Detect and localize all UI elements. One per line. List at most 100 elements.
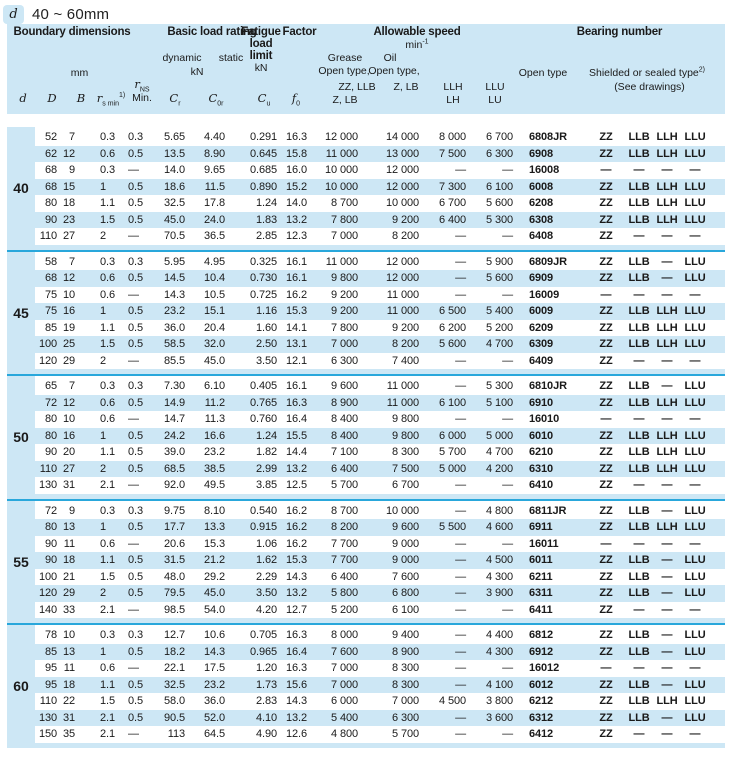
cell-C0r: 23.2 (203, 678, 225, 691)
cell-rns-min: — (128, 662, 139, 675)
d-symbol: d (9, 6, 18, 22)
cell-C0r: 14.3 (203, 645, 225, 658)
cell-Cu: 2.85 (255, 230, 277, 243)
header-open-type-bearing: Open type (518, 67, 568, 79)
cell-speed-grease: 7 700 (330, 554, 358, 567)
cell-seal-llu: LLU (684, 197, 706, 210)
cell-Cu: 0.405 (249, 380, 277, 393)
cell-seal-llu: — (689, 662, 701, 675)
cell-Cu: 1.16 (255, 305, 277, 318)
cell-bearing-number: 16012 (529, 662, 560, 675)
cell-speed-llu: 6 700 (485, 131, 513, 144)
cell-seal-zz: ZZ (599, 396, 613, 409)
cell-seal-zz: — (600, 288, 612, 301)
cell-speed-grease: 6 400 (330, 462, 358, 475)
bearing-row: 130 31 2.1 0.5 90.5 52.0 4.10 13.2 5 400 6 300 — 3 … (35, 709, 725, 726)
cell-speed-oil: 9 600 (391, 521, 419, 534)
header-static: static (218, 52, 244, 64)
cell-rns-min: 0.3 (128, 380, 143, 393)
block-footer-strip (35, 244, 725, 250)
cell-speed-oil: 9 200 (391, 321, 419, 334)
cell-seal-llh: — (661, 164, 673, 177)
cell-Cu: 3.50 (255, 587, 277, 600)
cell-Cu: 2.50 (255, 338, 277, 351)
cell-bearing-number: 6912 (529, 645, 554, 658)
cell-B: 10 (62, 413, 75, 426)
cell-bearing-number: 16009 (529, 288, 560, 301)
cell-bearing-number: 6311 (529, 587, 553, 600)
cell-bearing-number: 6908 (529, 147, 554, 160)
cell-Cr: 32.5 (163, 197, 185, 210)
cell-speed-llu: 5 300 (485, 380, 513, 393)
cell-B: 31 (62, 479, 75, 492)
cell-B: 9 (68, 504, 75, 517)
bearing-row: 58 7 0.3 0.3 5.95 4.95 0.325 16.1 11 000 12 000 — 5… (35, 254, 725, 271)
cell-seal-zz: ZZ (599, 462, 613, 475)
cell-speed-llu: 5 300 (485, 213, 513, 226)
cell-D: 110 (39, 462, 57, 475)
bearing-row: 52 7 0.3 0.3 5.65 4.40 0.291 16.3 12 000 14 000 8 … (35, 129, 725, 146)
cell-speed-llu: 4 300 (485, 645, 513, 658)
cell-speed-llu: — (502, 603, 513, 616)
cell-Cu: 4.10 (255, 711, 277, 724)
cell-D: 140 (38, 603, 57, 616)
cell-seal-llu: — (689, 479, 701, 492)
cell-speed-grease: 8 200 (330, 521, 358, 534)
cell-Cr: 20.6 (163, 537, 185, 550)
cell-C0r: 64.5 (203, 728, 225, 741)
cell-speed-llh: — (455, 288, 466, 301)
cell-Cr: 23.2 (163, 305, 185, 318)
cell-Cu: 3.50 (255, 354, 277, 367)
cell-rs-min: 1.5 (100, 338, 115, 351)
cell-rns-min: 0.5 (128, 554, 143, 567)
cell-speed-grease: 5 200 (330, 603, 358, 616)
cell-seal-llh: LLH (656, 305, 678, 318)
cell-seal-zz: ZZ (599, 728, 613, 741)
cell-C0r: 9.65 (203, 164, 225, 177)
cell-rs-min: 1.5 (100, 695, 115, 708)
cell-speed-oil: 7 500 (391, 462, 419, 475)
cell-speed-llh: — (455, 230, 466, 243)
cell-C0r: 4.40 (203, 131, 225, 144)
cell-D: 58 (44, 255, 57, 268)
cell-C0r: 8.10 (203, 504, 225, 517)
cell-B: 13 (62, 645, 75, 658)
cell-f0: 16.1 (285, 272, 307, 285)
cell-Cr: 5.95 (163, 255, 185, 268)
cell-rs-min: 2.1 (100, 728, 115, 741)
cell-Cr: 58.5 (163, 338, 185, 351)
bearing-row: 65 7 0.3 0.3 7.30 6.10 0.405 16.1 9 600 11 000 — 5 … (35, 378, 725, 395)
cell-Cr: 58.0 (163, 695, 185, 708)
cell-f0: 12.1 (285, 354, 307, 367)
cell-speed-grease: 9 600 (330, 380, 358, 393)
cell-C0r: 10.4 (203, 272, 225, 285)
cell-B: 7 (68, 255, 75, 268)
cell-seal-llu: LLU (684, 396, 706, 409)
header-kn: kN (190, 66, 204, 78)
cell-bearing-number: 6909 (529, 272, 554, 285)
cell-Cu: 1.62 (255, 554, 277, 567)
cell-seal-zz: ZZ (599, 645, 613, 658)
cell-speed-grease: 4 800 (330, 728, 358, 741)
cell-f0: 13.2 (285, 711, 307, 724)
bearing-row: 68 12 0.6 0.5 14.5 10.4 0.730 16.1 9 800 12 000 — 5… (35, 270, 725, 287)
cell-speed-llh: — (455, 603, 466, 616)
cell-seal-llb: LLB (628, 678, 650, 691)
cell-seal-llb: LLB (628, 197, 650, 210)
cell-C0r: 21.2 (203, 554, 225, 567)
cell-B: 19 (62, 321, 75, 334)
cell-bearing-number: 6210 (529, 446, 554, 459)
cell-seal-llb: LLB (628, 305, 650, 318)
bearing-row: 110 27 2 — 70.5 36.5 2.85 12.3 7 000 8 200 — — 6408 Z… (35, 228, 725, 245)
cell-seal-llu: LLU (684, 678, 706, 691)
cell-D: 120 (38, 354, 57, 367)
cell-f0: 14.1 (285, 321, 307, 334)
cell-f0: 16.4 (285, 413, 307, 426)
cell-speed-grease: 7 700 (330, 537, 358, 550)
bearing-row: 90 20 1.1 0.5 39.0 23.2 1.82 14.4 7 100 8 300 5 70… (35, 444, 725, 461)
cell-Cu: 2.29 (255, 570, 277, 583)
cell-bearing-number: 6012 (529, 678, 554, 691)
cell-speed-llu: — (502, 728, 513, 741)
cell-seal-llu: — (689, 728, 701, 741)
cell-Cu: 1.24 (255, 429, 277, 442)
